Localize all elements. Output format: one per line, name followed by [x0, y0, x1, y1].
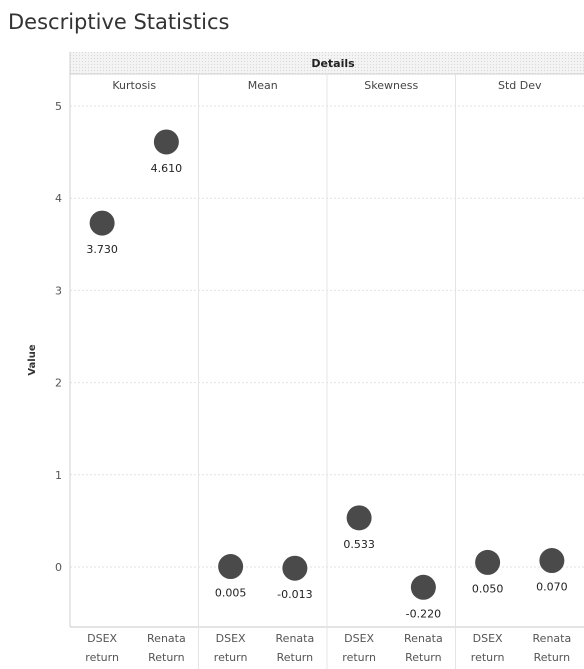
- point-std-dev-renata[interactable]: [539, 548, 565, 574]
- value-label-std-dev-dsex: 0.050: [472, 582, 504, 595]
- point-mean-renata[interactable]: [282, 555, 308, 581]
- value-label-std-dev-renata: 0.070: [536, 581, 568, 594]
- panel-header-skewness: Skewness: [364, 79, 418, 92]
- panel-header-kurtosis: Kurtosis: [112, 79, 156, 92]
- category-label-skewness-dsex: DSEX: [344, 632, 374, 645]
- y-axis-ticks: 0 1 2 3 4 5: [55, 100, 62, 574]
- point-skewness-renata[interactable]: [410, 574, 436, 600]
- category-labels: DSEX return Renata Return DSEX return Renata Re…: [85, 632, 571, 664]
- category-label-kurtosis-renata: Return: [148, 651, 185, 664]
- category-label-skewness-dsex: return: [342, 651, 376, 664]
- category-label-kurtosis-dsex: DSEX: [87, 632, 117, 645]
- category-label-std-dev-dsex: return: [471, 651, 505, 664]
- y-tick-label-3: 3: [55, 284, 62, 297]
- value-label-kurtosis-renata: 4.610: [151, 162, 183, 175]
- value-label-skewness-renata: -0.220: [406, 607, 441, 620]
- category-label-mean-renata: Renata: [276, 632, 315, 645]
- y-tick-label-4: 4: [55, 192, 62, 205]
- column-group-header: Details: [311, 57, 355, 70]
- y-tick-label-0: 0: [55, 561, 62, 574]
- y-tick-label-2: 2: [55, 377, 62, 390]
- category-label-kurtosis-dsex: return: [85, 651, 119, 664]
- panels: Kurtosis Mean Skewness Std Dev: [69, 52, 584, 669]
- category-label-skewness-renata: Renata: [404, 632, 443, 645]
- category-label-mean-dsex: return: [214, 651, 248, 664]
- y-axis-label: Value: [27, 344, 38, 375]
- category-label-std-dev-renata: Return: [534, 651, 571, 664]
- panel-header-std-dev: Std Dev: [498, 79, 542, 92]
- point-mean-dsex[interactable]: [218, 554, 244, 580]
- category-label-std-dev-dsex: DSEX: [473, 632, 503, 645]
- category-label-mean-renata: Return: [277, 651, 314, 664]
- value-label-kurtosis-dsex: 3.730: [86, 243, 118, 256]
- value-label-mean-renata: -0.013: [277, 588, 312, 601]
- panel-header-mean: Mean: [248, 79, 278, 92]
- header-band: [70, 52, 584, 74]
- point-kurtosis-renata[interactable]: [153, 129, 179, 155]
- point-kurtosis-dsex[interactable]: [89, 210, 115, 236]
- category-label-mean-dsex: DSEX: [216, 632, 246, 645]
- category-label-kurtosis-renata: Renata: [147, 632, 186, 645]
- y-tick-label-5: 5: [55, 100, 62, 113]
- y-tick-label-1: 1: [55, 469, 62, 482]
- value-label-skewness-dsex: 0.533: [343, 538, 375, 551]
- category-label-skewness-renata: Return: [405, 651, 442, 664]
- chart-title: Descriptive Statistics: [8, 10, 229, 34]
- value-label-mean-dsex: 0.005: [215, 587, 247, 600]
- category-label-std-dev-renata: Renata: [533, 632, 572, 645]
- point-skewness-dsex[interactable]: [346, 505, 372, 531]
- data-points: 3.730 4.610 0.005 -0.013 0.533 -0.220 0.050 0.0…: [86, 129, 568, 620]
- point-std-dev-dsex[interactable]: [475, 549, 501, 575]
